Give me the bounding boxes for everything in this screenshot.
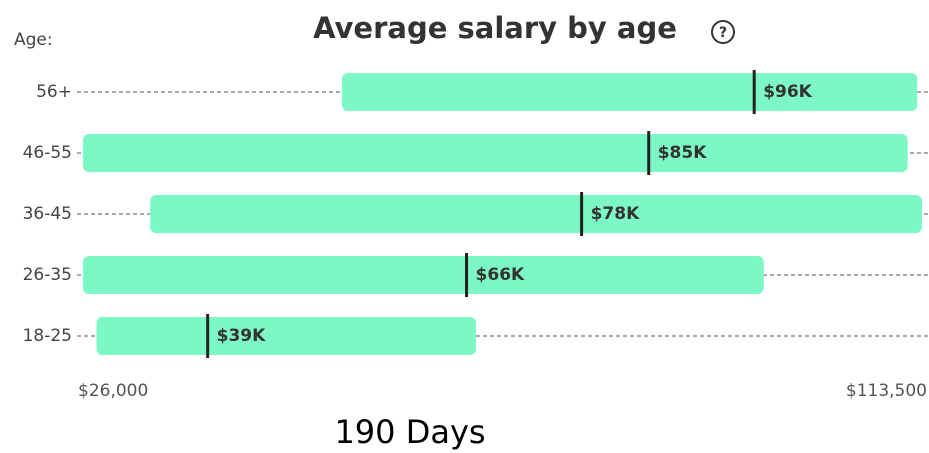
x-tick-label: $26,000 (78, 381, 148, 401)
range-bar (96, 317, 477, 355)
range-bar (150, 195, 922, 233)
chart-title: Average salary by age (313, 11, 677, 45)
category-label: 46-55 (23, 143, 72, 163)
range-bar (83, 256, 764, 294)
category-label: 26-35 (23, 265, 72, 285)
category-label: 36-45 (23, 204, 72, 224)
value-label: $66K (476, 265, 525, 285)
axis-label: Age: (14, 30, 53, 50)
footer: 190 Days (334, 413, 485, 451)
x-tick-label: $113,500 (846, 381, 927, 401)
range-bar (341, 73, 918, 111)
category-label: 56+ (36, 82, 72, 102)
svg-text:?: ? (719, 25, 727, 41)
value-label: $85K (658, 143, 707, 163)
value-label: $39K (217, 326, 266, 346)
value-label: $78K (591, 204, 640, 224)
category-label: 18-25 (23, 326, 72, 346)
range-bar (83, 134, 908, 172)
value-label: $96K (763, 82, 812, 102)
help-icon[interactable]: ? (711, 20, 735, 44)
